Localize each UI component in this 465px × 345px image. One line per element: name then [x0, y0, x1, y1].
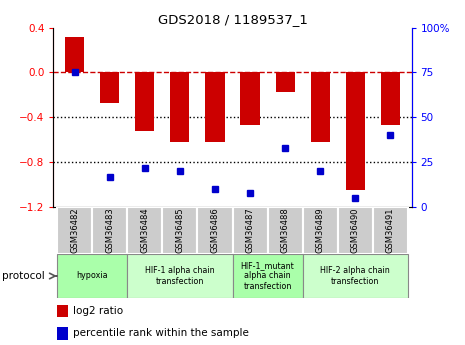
FancyBboxPatch shape	[232, 207, 267, 254]
FancyBboxPatch shape	[232, 255, 303, 297]
Text: HIF-2 alpha chain
transfection: HIF-2 alpha chain transfection	[320, 266, 390, 286]
Bar	[275, 72, 295, 91]
Bar	[381, 72, 400, 125]
FancyBboxPatch shape	[373, 207, 408, 254]
Bar	[57, 327, 68, 339]
FancyBboxPatch shape	[338, 207, 373, 254]
Text: GSM36489: GSM36489	[316, 207, 325, 253]
Text: GSM36488: GSM36488	[281, 207, 290, 253]
Bar	[240, 72, 260, 125]
Bar	[100, 72, 120, 103]
FancyBboxPatch shape	[57, 255, 127, 297]
Text: GSM36487: GSM36487	[246, 207, 254, 253]
FancyBboxPatch shape	[303, 207, 338, 254]
Text: GSM36483: GSM36483	[105, 207, 114, 253]
Bar	[135, 72, 154, 131]
Text: GSM36484: GSM36484	[140, 207, 149, 253]
FancyBboxPatch shape	[127, 255, 232, 297]
Title: GDS2018 / 1189537_1: GDS2018 / 1189537_1	[158, 13, 307, 27]
Bar	[170, 72, 190, 142]
Text: percentile rank within the sample: percentile rank within the sample	[73, 328, 249, 338]
FancyBboxPatch shape	[127, 207, 162, 254]
FancyBboxPatch shape	[92, 207, 127, 254]
Bar	[311, 72, 330, 142]
Bar	[57, 305, 68, 317]
Text: GSM36485: GSM36485	[175, 207, 184, 253]
Bar	[65, 37, 84, 72]
Bar	[345, 72, 365, 190]
FancyBboxPatch shape	[303, 255, 408, 297]
Text: protocol: protocol	[2, 271, 45, 281]
FancyBboxPatch shape	[267, 207, 303, 254]
FancyBboxPatch shape	[198, 207, 232, 254]
Text: log2 ratio: log2 ratio	[73, 306, 123, 316]
Text: GSM36491: GSM36491	[386, 208, 395, 253]
Text: GSM36490: GSM36490	[351, 208, 360, 253]
Text: GSM36482: GSM36482	[70, 207, 79, 253]
Text: HIF-1 alpha chain
transfection: HIF-1 alpha chain transfection	[145, 266, 215, 286]
Text: HIF-1_mutant
alpha chain
transfection: HIF-1_mutant alpha chain transfection	[241, 261, 294, 291]
FancyBboxPatch shape	[162, 207, 198, 254]
FancyBboxPatch shape	[57, 207, 92, 254]
Bar	[205, 72, 225, 142]
Text: hypoxia: hypoxia	[76, 272, 108, 280]
Text: GSM36486: GSM36486	[211, 207, 219, 253]
